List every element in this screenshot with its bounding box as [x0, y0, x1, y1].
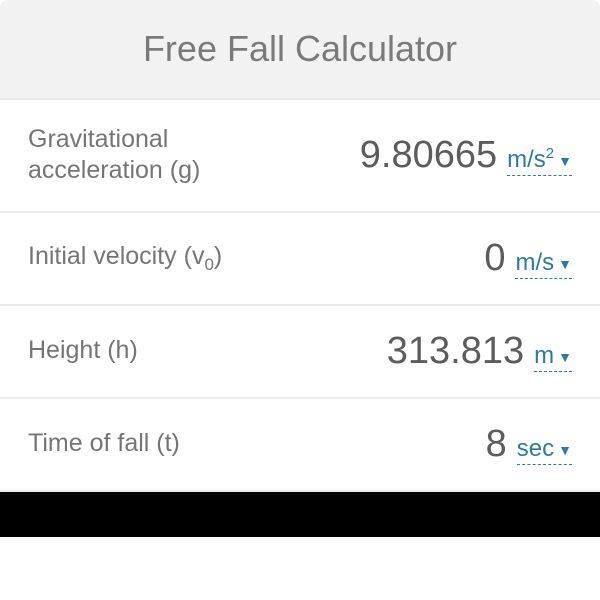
row-height: Height (h) 313.813 m ▼: [0, 306, 600, 399]
value-group-g: 9.80665 m/s2 ▼: [360, 134, 572, 177]
row-initial-velocity: Initial velocity (v0) 0 m/s ▼: [0, 213, 600, 306]
unit-text-t: sec: [517, 435, 554, 463]
value-group-h: 313.813 m ▼: [387, 330, 572, 373]
value-group-t: 8 sec ▼: [486, 423, 572, 466]
value-group-v0: 0 m/s ▼: [484, 237, 572, 280]
label-time-of-fall: Time of fall (t): [28, 428, 180, 459]
chevron-down-icon: ▼: [558, 442, 572, 458]
value-g[interactable]: 9.80665: [360, 134, 497, 177]
unit-selector-t[interactable]: sec ▼: [517, 435, 572, 465]
value-t[interactable]: 8: [486, 423, 507, 466]
unit-text-g: m/s2: [507, 145, 554, 174]
calculator-panel: Free Fall Calculator Gravitational accel…: [0, 0, 600, 492]
calculator-title: Free Fall Calculator: [20, 28, 580, 70]
calculator-header: Free Fall Calculator: [0, 0, 600, 100]
value-v0[interactable]: 0: [484, 237, 505, 280]
chevron-down-icon: ▼: [558, 256, 572, 272]
label-gravitational-acceleration: Gravitational acceleration (g): [28, 124, 278, 187]
unit-text-v0: m/s: [515, 249, 554, 277]
footer-bar: [0, 492, 600, 537]
chevron-down-icon: ▼: [558, 153, 572, 169]
unit-selector-v0[interactable]: m/s ▼: [515, 249, 572, 279]
unit-selector-h[interactable]: m ▼: [534, 342, 572, 372]
label-height: Height (h): [28, 335, 138, 366]
row-gravitational-acceleration: Gravitational acceleration (g) 9.80665 m…: [0, 100, 600, 213]
label-initial-velocity: Initial velocity (v0): [28, 241, 222, 275]
row-time-of-fall: Time of fall (t) 8 sec ▼: [0, 399, 600, 492]
unit-text-h: m: [534, 342, 554, 370]
value-h[interactable]: 313.813: [387, 330, 524, 373]
chevron-down-icon: ▼: [558, 349, 572, 365]
unit-selector-g[interactable]: m/s2 ▼: [507, 145, 572, 176]
